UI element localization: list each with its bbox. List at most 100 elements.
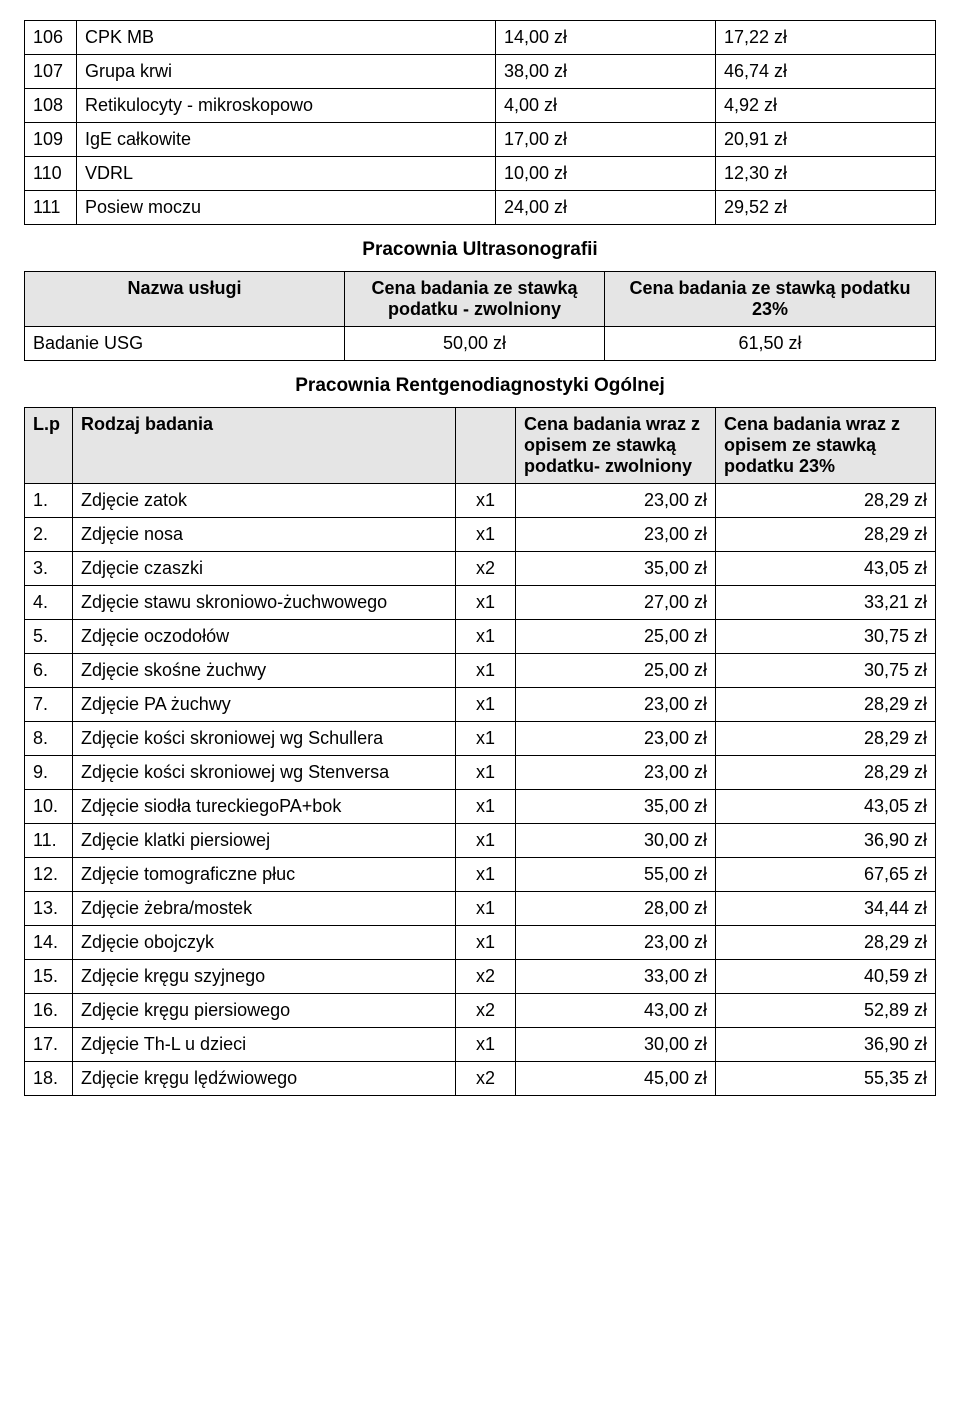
cell-name: Zdjęcie zatok (73, 484, 456, 518)
table-row: 18.Zdjęcie kręgu lędźwiowegox245,00 zł55… (25, 1062, 936, 1096)
cell-no: 18. (25, 1062, 73, 1096)
cell-qty: x1 (456, 892, 516, 926)
cell-price1: 30,00 zł (516, 1028, 716, 1062)
cell-no: 7. (25, 688, 73, 722)
cell-price2: 36,90 zł (716, 824, 936, 858)
cell-name: Zdjęcie czaszki (73, 552, 456, 586)
cell-price2: 4,92 zł (716, 89, 936, 123)
cell-price2: 67,65 zł (716, 858, 936, 892)
cell-name: Grupa krwi (77, 55, 496, 89)
table-row: 13.Zdjęcie żebra/mostekx128,00 zł34,44 z… (25, 892, 936, 926)
cell-price1: 23,00 zł (516, 484, 716, 518)
cell-name: CPK MB (77, 21, 496, 55)
cell-no: 12. (25, 858, 73, 892)
cell-name: Zdjęcie tomograficzne płuc (73, 858, 456, 892)
cell-price1: 55,00 zł (516, 858, 716, 892)
cell-price2: 28,29 zł (716, 722, 936, 756)
cell-price1: 23,00 zł (516, 756, 716, 790)
cell-price2: 55,35 zł (716, 1062, 936, 1096)
cell-name: IgE całkowite (77, 123, 496, 157)
cell-no: 3. (25, 552, 73, 586)
section-title-rtg: Pracownia Rentgenodiagnostyki Ogólnej (24, 375, 936, 397)
cell-price1: 27,00 zł (516, 586, 716, 620)
table-row: 106CPK MB14,00 zł17,22 zł (25, 21, 936, 55)
table-row: 10.Zdjęcie siodła tureckiegoPA+bokx135,0… (25, 790, 936, 824)
cell-name: Zdjęcie obojczyk (73, 926, 456, 960)
cell-price2: 29,52 zł (716, 191, 936, 225)
cell-price2: 28,29 zł (716, 926, 936, 960)
cell-no: 11. (25, 824, 73, 858)
table-row: 15.Zdjęcie kręgu szyjnegox233,00 zł40,59… (25, 960, 936, 994)
price-table-3-body: 1.Zdjęcie zatokx123,00 zł28,29 zł2.Zdjęc… (25, 484, 936, 1096)
cell-price1: 10,00 zł (496, 157, 716, 191)
cell-no: 9. (25, 756, 73, 790)
cell-no: 108 (25, 89, 77, 123)
cell-price1: 33,00 zł (516, 960, 716, 994)
cell-no: 4. (25, 586, 73, 620)
table-row: 8.Zdjęcie kości skroniowej wg Schullerax… (25, 722, 936, 756)
table-row: Badanie USG 50,00 zł 61,50 zł (25, 327, 936, 361)
cell-price1: 25,00 zł (516, 620, 716, 654)
cell-price1: 14,00 zł (496, 21, 716, 55)
t3-header-price1: Cena badania wraz z opisem ze stawką pod… (516, 408, 716, 484)
cell-price1: 4,00 zł (496, 89, 716, 123)
table-row: 16.Zdjęcie kręgu piersiowegox243,00 zł52… (25, 994, 936, 1028)
cell-qty: x1 (456, 858, 516, 892)
table-row: 17.Zdjęcie Th-L u dziecix130,00 zł36,90 … (25, 1028, 936, 1062)
t3-header-name: Rodzaj badania (73, 408, 456, 484)
cell-qty: x1 (456, 722, 516, 756)
cell-qty: x1 (456, 756, 516, 790)
cell-no: 107 (25, 55, 77, 89)
cell-price2: 17,22 zł (716, 21, 936, 55)
cell-name: Zdjęcie nosa (73, 518, 456, 552)
cell-price1: 35,00 zł (516, 790, 716, 824)
cell-price1: 23,00 zł (516, 926, 716, 960)
table-row: 6.Zdjęcie skośne żuchwyx125,00 zł30,75 z… (25, 654, 936, 688)
cell-no: 8. (25, 722, 73, 756)
cell-price2: 20,91 zł (716, 123, 936, 157)
cell-name: Zdjęcie skośne żuchwy (73, 654, 456, 688)
cell-price2: 33,21 zł (716, 586, 936, 620)
cell-qty: x1 (456, 654, 516, 688)
cell-name: Zdjęcie PA żuchwy (73, 688, 456, 722)
cell-price1: 45,00 zł (516, 1062, 716, 1096)
cell-no: 1. (25, 484, 73, 518)
cell-qty: x1 (456, 518, 516, 552)
cell-price2: 52,89 zł (716, 994, 936, 1028)
table-row: 107Grupa krwi38,00 zł46,74 zł (25, 55, 936, 89)
cell-price1: 23,00 zł (516, 688, 716, 722)
t2-row-name: Badanie USG (25, 327, 345, 361)
t3-header-price2: Cena badania wraz z opisem ze stawką pod… (716, 408, 936, 484)
cell-qty: x1 (456, 926, 516, 960)
price-table-1-body: 106CPK MB14,00 zł17,22 zł107Grupa krwi38… (25, 21, 936, 225)
table-row: 3.Zdjęcie czaszkix235,00 zł43,05 zł (25, 552, 936, 586)
cell-no: 110 (25, 157, 77, 191)
cell-price2: 28,29 zł (716, 518, 936, 552)
cell-no: 15. (25, 960, 73, 994)
table-row: 9.Zdjęcie kości skroniowej wg Stenversax… (25, 756, 936, 790)
cell-price1: 30,00 zł (516, 824, 716, 858)
cell-qty: x2 (456, 1062, 516, 1096)
table-row: 109IgE całkowite17,00 zł20,91 zł (25, 123, 936, 157)
cell-price1: 38,00 zł (496, 55, 716, 89)
cell-price1: 43,00 zł (516, 994, 716, 1028)
cell-price2: 36,90 zł (716, 1028, 936, 1062)
table-row: 108Retikulocyty - mikroskopowo4,00 zł4,9… (25, 89, 936, 123)
cell-price2: 12,30 zł (716, 157, 936, 191)
table-row: 1.Zdjęcie zatokx123,00 zł28,29 zł (25, 484, 936, 518)
table-row: 110VDRL10,00 zł12,30 zł (25, 157, 936, 191)
cell-no: 14. (25, 926, 73, 960)
cell-price1: 17,00 zł (496, 123, 716, 157)
cell-price2: 46,74 zł (716, 55, 936, 89)
cell-qty: x1 (456, 1028, 516, 1062)
cell-no: 109 (25, 123, 77, 157)
table-row: 11.Zdjęcie klatki piersiowejx130,00 zł36… (25, 824, 936, 858)
t2-header-price1: Cena badania ze stawką podatku - zwolnio… (345, 272, 605, 327)
cell-name: Zdjęcie kości skroniowej wg Schullera (73, 722, 456, 756)
section-title-usg: Pracownia Ultrasonografii (24, 239, 936, 261)
table-row: 111Posiew moczu24,00 zł29,52 zł (25, 191, 936, 225)
cell-no: 6. (25, 654, 73, 688)
table-row: 4.Zdjęcie stawu skroniowo-żuchwowegox127… (25, 586, 936, 620)
table-row: 7.Zdjęcie PA żuchwyx123,00 zł28,29 zł (25, 688, 936, 722)
cell-no: 2. (25, 518, 73, 552)
